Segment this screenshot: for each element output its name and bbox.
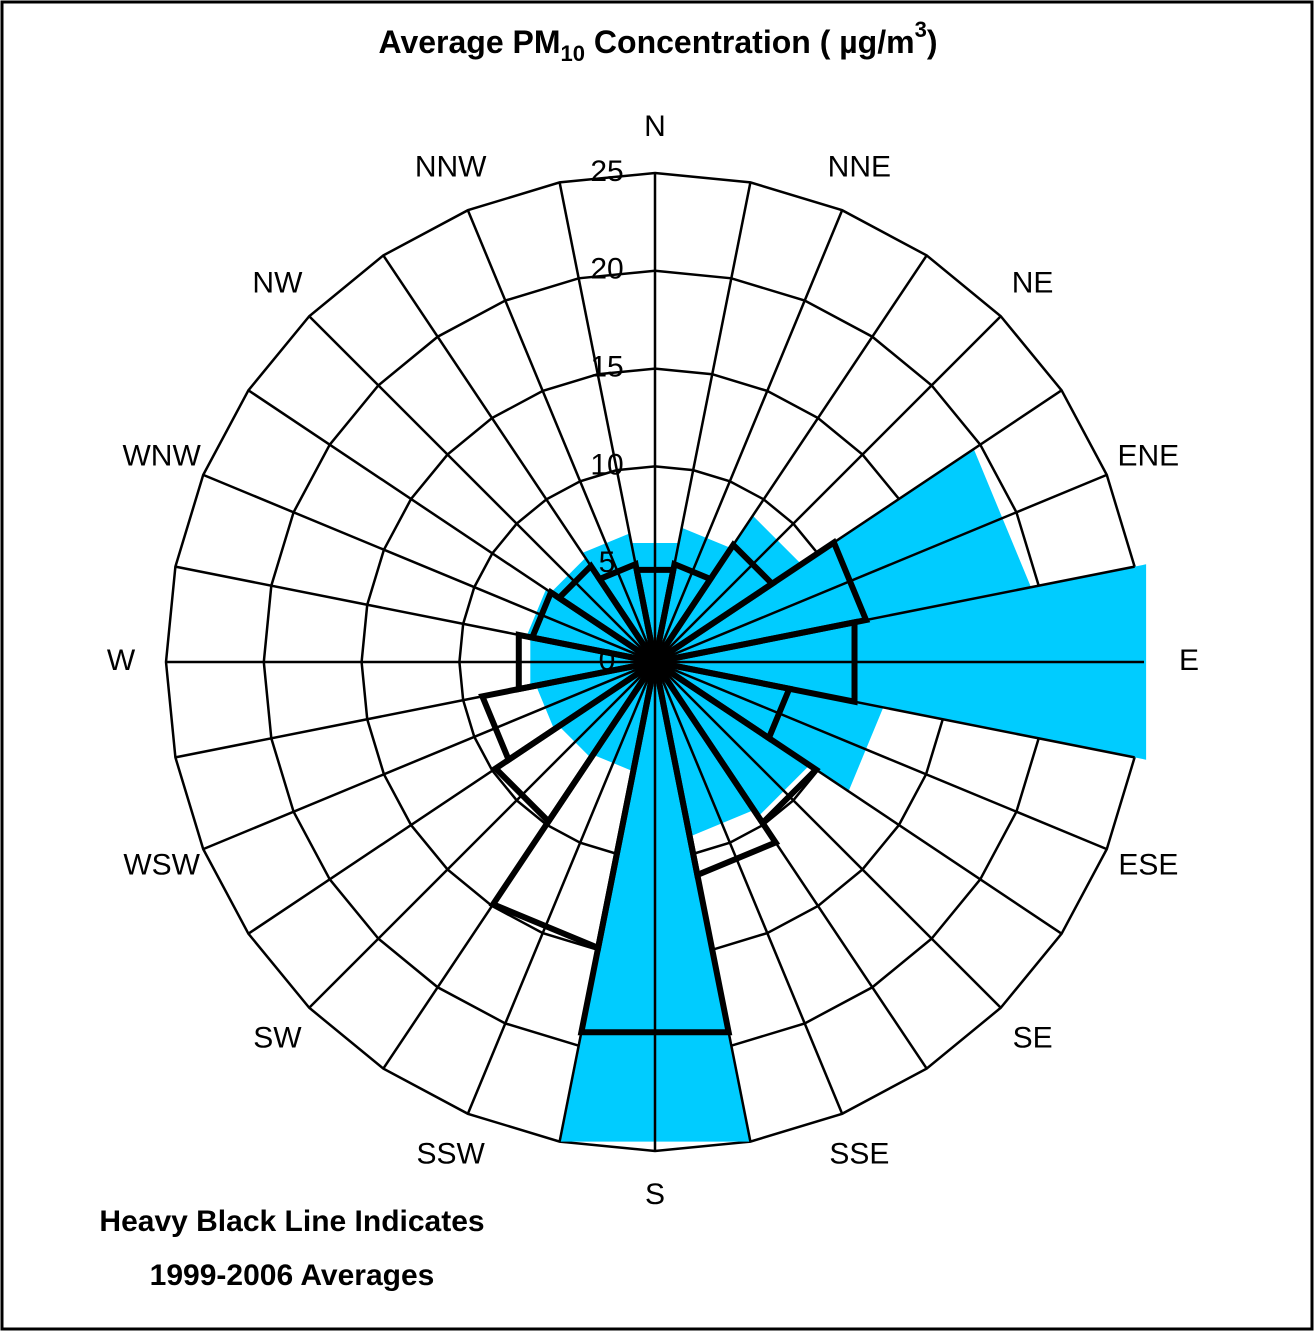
grid-spoke bbox=[308, 661, 656, 1009]
direction-label: S bbox=[645, 1178, 665, 1211]
direction-label: SE bbox=[1013, 1022, 1053, 1055]
wedge bbox=[655, 449, 1032, 662]
direction-label: NNW bbox=[415, 151, 487, 184]
direction-label: WNW bbox=[122, 440, 201, 473]
grid-spoke bbox=[653, 209, 844, 663]
title-superscript: 3 bbox=[915, 17, 927, 42]
direction-label: E bbox=[1179, 644, 1199, 677]
title-part: ) bbox=[927, 24, 938, 60]
direction-label: ESE bbox=[1118, 848, 1178, 881]
grid-spoke bbox=[308, 315, 656, 663]
direction-label: NW bbox=[252, 266, 303, 299]
direction-label: W bbox=[107, 644, 136, 677]
grid-spoke bbox=[654, 315, 1002, 663]
r-tick-label: 5 bbox=[599, 546, 616, 579]
grid-spoke bbox=[654, 661, 1002, 1009]
title-part: Concentration ( µg/m bbox=[585, 24, 915, 60]
grid-spoke bbox=[654, 473, 1108, 664]
wedge-outline bbox=[595, 559, 658, 664]
direction-label: SSE bbox=[829, 1137, 889, 1170]
direction-label: N bbox=[644, 110, 666, 143]
grid-spoke bbox=[466, 209, 657, 663]
grid-spoke bbox=[202, 660, 656, 851]
wedge bbox=[655, 662, 884, 792]
annotation: 1999-2006 Averages bbox=[150, 1259, 435, 1292]
chart-title: Average PM10 Concentration ( µg/m3) bbox=[379, 17, 938, 66]
r-tick-label: 15 bbox=[590, 351, 623, 384]
center-hub bbox=[639, 646, 671, 678]
title-subscript: 10 bbox=[561, 41, 585, 66]
r-tick-label: 25 bbox=[590, 155, 623, 188]
grid-spoke bbox=[466, 661, 657, 1115]
r-tick-label: 20 bbox=[590, 253, 623, 286]
direction-label: SSW bbox=[416, 1137, 485, 1170]
direction-label: ENE bbox=[1118, 440, 1180, 473]
direction-label: NNE bbox=[828, 151, 891, 184]
title-part: Average PM bbox=[379, 24, 561, 60]
grid-spoke bbox=[653, 661, 844, 1115]
grid-spoke bbox=[202, 473, 656, 664]
direction-label: SW bbox=[253, 1022, 302, 1055]
r-tick-label: 10 bbox=[590, 448, 623, 481]
annotation: Heavy Black Line Indicates bbox=[99, 1205, 484, 1238]
direction-label: WSW bbox=[123, 848, 200, 881]
wedge bbox=[655, 662, 754, 837]
direction-label: NE bbox=[1012, 266, 1054, 299]
grid-spoke bbox=[654, 660, 1108, 851]
r-tick-label: 0 bbox=[599, 644, 616, 677]
